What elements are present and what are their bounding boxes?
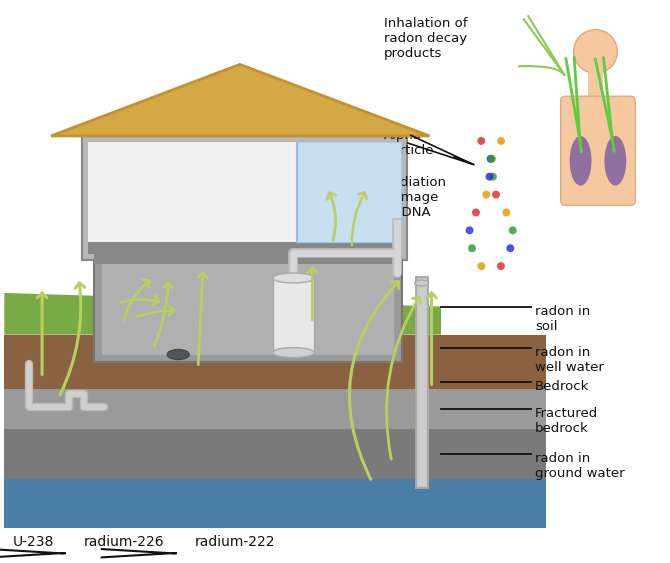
Circle shape xyxy=(486,173,494,181)
Text: Fractured
bedrock: Fractured bedrock xyxy=(535,407,598,435)
Bar xyxy=(4,429,546,479)
Text: radium-222: radium-222 xyxy=(195,535,275,549)
Ellipse shape xyxy=(273,347,314,358)
Circle shape xyxy=(492,191,500,199)
Circle shape xyxy=(489,173,497,181)
Bar xyxy=(4,334,546,389)
Polygon shape xyxy=(4,293,546,334)
Bar xyxy=(4,479,546,529)
Bar xyxy=(94,252,402,264)
Ellipse shape xyxy=(273,273,314,283)
Circle shape xyxy=(468,244,476,252)
Circle shape xyxy=(482,191,490,199)
Circle shape xyxy=(502,208,511,216)
Ellipse shape xyxy=(604,136,626,186)
Bar xyxy=(4,389,546,429)
Bar xyxy=(588,72,604,101)
Circle shape xyxy=(477,137,485,145)
Polygon shape xyxy=(51,64,429,136)
Text: radon in
well water: radon in well water xyxy=(535,346,604,374)
Bar xyxy=(273,278,314,352)
Ellipse shape xyxy=(415,280,429,286)
Bar xyxy=(88,142,401,254)
Text: radium-226: radium-226 xyxy=(84,535,164,549)
FancyBboxPatch shape xyxy=(561,96,635,205)
Circle shape xyxy=(574,30,617,73)
Bar xyxy=(102,260,394,355)
Ellipse shape xyxy=(168,350,189,360)
Circle shape xyxy=(486,155,494,163)
Circle shape xyxy=(509,226,517,234)
Circle shape xyxy=(472,208,480,216)
Ellipse shape xyxy=(570,136,592,186)
Text: Bedrock: Bedrock xyxy=(535,381,589,394)
Bar xyxy=(94,260,402,363)
Text: Radiation
damage
to DNA: Radiation damage to DNA xyxy=(384,176,447,218)
Bar xyxy=(297,142,401,242)
Text: Alpha
particle: Alpha particle xyxy=(384,129,434,157)
Circle shape xyxy=(497,137,505,145)
Bar xyxy=(82,136,407,260)
Circle shape xyxy=(497,262,505,270)
Circle shape xyxy=(466,226,474,234)
Bar xyxy=(88,242,401,254)
Circle shape xyxy=(507,244,515,252)
Polygon shape xyxy=(62,74,417,134)
Text: U-238: U-238 xyxy=(12,535,54,549)
Circle shape xyxy=(488,155,496,163)
Text: radon in
soil: radon in soil xyxy=(535,305,590,333)
Bar xyxy=(442,2,670,334)
Circle shape xyxy=(478,262,485,270)
Text: Inhalation of
radon decay
products: Inhalation of radon decay products xyxy=(384,17,468,60)
Text: radon in
ground water: radon in ground water xyxy=(535,452,624,480)
